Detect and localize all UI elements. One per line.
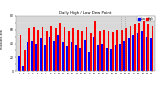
Bar — [35, 44, 37, 71]
Bar — [46, 31, 48, 71]
Bar — [37, 30, 39, 71]
Bar — [130, 26, 131, 71]
Bar — [132, 35, 134, 71]
Bar — [64, 27, 65, 71]
Title: Daily High / Low Dew Point: Daily High / Low Dew Point — [59, 11, 112, 15]
Bar — [108, 31, 109, 71]
Text: Milwaukee, dew: Milwaukee, dew — [0, 29, 4, 49]
Bar — [145, 37, 147, 71]
Bar — [143, 21, 145, 71]
Bar — [106, 48, 108, 71]
Bar — [24, 50, 26, 71]
Bar — [137, 33, 138, 71]
Bar — [72, 28, 74, 71]
Bar — [125, 28, 127, 71]
Bar — [147, 24, 149, 71]
Bar — [66, 46, 68, 71]
Bar — [57, 35, 59, 71]
Bar — [116, 30, 118, 71]
Bar — [79, 48, 81, 71]
Bar — [62, 42, 64, 71]
Bar — [110, 49, 112, 71]
Bar — [27, 42, 28, 71]
Bar — [71, 42, 72, 71]
Bar — [75, 45, 77, 71]
Bar — [97, 45, 99, 71]
Bar — [150, 38, 152, 71]
Bar — [50, 26, 52, 71]
Bar — [124, 41, 125, 71]
Bar — [68, 31, 70, 71]
Bar — [93, 37, 94, 71]
Bar — [103, 30, 105, 71]
Bar — [28, 28, 30, 71]
Bar — [141, 31, 143, 71]
Bar — [84, 40, 86, 71]
Bar — [88, 52, 90, 71]
Bar — [59, 23, 61, 71]
Bar — [112, 32, 114, 71]
Bar — [55, 28, 56, 71]
Bar — [42, 27, 43, 71]
Bar — [44, 45, 46, 71]
Bar — [101, 44, 103, 71]
Bar — [22, 66, 24, 71]
Bar — [18, 56, 20, 71]
Bar — [40, 38, 42, 71]
Bar — [94, 21, 96, 71]
Bar — [128, 38, 130, 71]
Bar — [90, 33, 92, 71]
Bar — [119, 44, 121, 71]
Bar — [53, 41, 55, 71]
Bar — [77, 30, 79, 71]
Bar — [49, 37, 50, 71]
Bar — [115, 45, 116, 71]
Bar — [99, 31, 101, 71]
Bar — [31, 41, 33, 71]
Bar — [134, 24, 136, 71]
Bar — [121, 30, 123, 71]
Legend: Low, High: Low, High — [137, 16, 155, 21]
Bar — [138, 23, 140, 71]
Bar — [81, 31, 83, 71]
Bar — [20, 35, 21, 71]
Bar — [86, 27, 87, 71]
Bar — [152, 26, 153, 71]
Bar — [33, 27, 35, 71]
